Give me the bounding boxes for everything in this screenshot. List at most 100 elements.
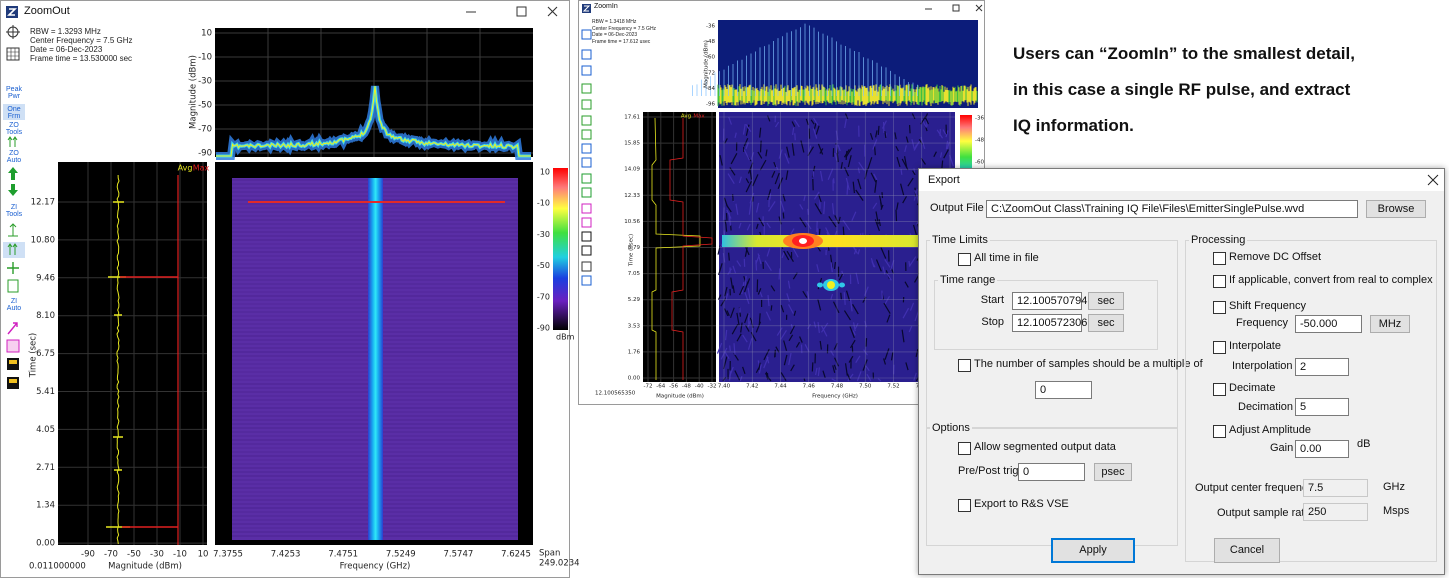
noise-streak xyxy=(728,252,730,261)
close-button[interactable] xyxy=(1427,174,1439,186)
noise-streak xyxy=(828,216,837,228)
tick-label: 7.48 xyxy=(831,384,844,390)
tick-label: 7.44 xyxy=(774,384,787,390)
toolbar-button[interactable]: ZI Tools xyxy=(5,204,23,218)
checkbox[interactable] xyxy=(1213,383,1226,396)
noise-streak xyxy=(901,329,905,343)
toolbar-highlight xyxy=(3,242,25,258)
button[interactable]: Browse xyxy=(1366,200,1426,218)
noise-streak xyxy=(847,373,854,382)
tick-label: 7.5747 xyxy=(444,550,474,560)
noise-streak xyxy=(724,351,730,359)
checkbox[interactable] xyxy=(958,253,971,266)
noise-streak xyxy=(749,192,755,204)
button[interactable]: Apply xyxy=(1051,538,1135,563)
noise-streak xyxy=(827,168,834,180)
crosshair-icon xyxy=(6,25,20,39)
checkbox[interactable] xyxy=(1213,425,1226,438)
text-input[interactable]: 0 xyxy=(1018,463,1085,481)
noise-streak xyxy=(852,304,859,315)
noise-streak xyxy=(849,298,853,312)
noise-streak xyxy=(884,348,890,360)
toolbar-button[interactable]: ZO Auto xyxy=(6,150,22,164)
text-input[interactable]: C:\ZoomOut Class\Training IQ File\Files\… xyxy=(986,200,1358,218)
noise-streak xyxy=(842,226,845,237)
tick-label: 5.29 xyxy=(628,297,641,303)
checkbox[interactable] xyxy=(1213,252,1226,265)
noise-streak xyxy=(767,294,770,307)
checkbox[interactable] xyxy=(958,359,971,372)
noise-streak xyxy=(855,272,860,285)
checkbox[interactable] xyxy=(1213,341,1226,354)
toolbar-button[interactable]: One Frm xyxy=(7,106,21,120)
tick-label: 15.85 xyxy=(624,141,640,147)
noise-streak xyxy=(743,149,751,161)
noise-streak xyxy=(856,371,862,382)
tick-label: 7.4253 xyxy=(271,550,301,560)
noise-streak xyxy=(905,136,909,143)
noise-streak xyxy=(830,262,833,273)
noise-streak xyxy=(925,117,930,125)
button[interactable]: MHz xyxy=(1370,315,1410,333)
text-input[interactable]: 0 xyxy=(1035,381,1092,399)
noise-streak xyxy=(837,144,841,152)
noise-streak xyxy=(799,217,807,228)
noise-streak xyxy=(763,356,769,369)
noise-streak xyxy=(821,322,829,333)
noise-streak xyxy=(726,310,730,317)
button[interactable]: sec xyxy=(1088,292,1124,310)
text-input[interactable]: 5 xyxy=(1295,398,1349,416)
toolbar-button xyxy=(581,129,592,140)
toolbar-button[interactable]: ZI Auto xyxy=(6,298,22,312)
text-input[interactable]: 12.100570794 xyxy=(1012,292,1087,310)
noise-streak xyxy=(813,122,817,130)
noise-streak xyxy=(857,167,861,174)
info-line: Date = 06-Dec-2023 xyxy=(30,45,103,54)
noise-streak xyxy=(881,290,883,299)
button[interactable]: sec xyxy=(1088,314,1124,332)
button[interactable]: psec xyxy=(1094,463,1132,481)
button[interactable]: Cancel xyxy=(1214,538,1280,563)
noise-streak xyxy=(734,132,737,138)
toolbar-button[interactable]: ZO Tools xyxy=(5,122,23,136)
text-input[interactable]: -50.000 xyxy=(1295,315,1362,333)
label: Output center frequency xyxy=(1195,482,1314,494)
checkbox[interactable] xyxy=(1213,301,1226,314)
close-button xyxy=(547,6,558,17)
noise-streak xyxy=(783,340,788,351)
noise-streak xyxy=(883,302,891,314)
text-input[interactable]: 12.100572306 xyxy=(1012,314,1087,332)
noise-streak xyxy=(818,194,822,203)
tick-label: 1.76 xyxy=(628,349,641,355)
noise-streak xyxy=(817,322,820,333)
noise-streak xyxy=(766,248,771,257)
noise-streak xyxy=(745,180,753,193)
app-icon-glyph xyxy=(582,5,591,12)
axis-label: Magnitude (dBm) xyxy=(108,562,182,572)
tick-label: -10 xyxy=(537,199,550,208)
pulse-band xyxy=(722,235,953,247)
text-input[interactable]: 0.00 xyxy=(1295,440,1349,458)
noise-streak xyxy=(799,336,803,343)
label: Start xyxy=(980,294,1004,306)
tick-label: 7.5249 xyxy=(386,550,416,560)
checkbox[interactable] xyxy=(1213,275,1226,288)
info-line: Frame time = 13.530000 sec xyxy=(30,54,133,63)
checkbox-label: Shift Frequency xyxy=(1229,300,1307,312)
tick-label: -90 xyxy=(81,550,95,560)
noise-streak xyxy=(787,280,791,289)
noise-streak xyxy=(942,129,947,135)
tick-label: 7.3755 xyxy=(213,550,243,560)
noise-streak xyxy=(774,121,780,128)
tick-label: -10 xyxy=(173,550,187,560)
toolbar-button[interactable]: Peak Pwr xyxy=(6,86,22,100)
noise-streak xyxy=(717,294,722,300)
noise-streak xyxy=(875,130,878,138)
noise-streak xyxy=(945,130,949,138)
tick-label: -90 xyxy=(198,149,212,159)
checkbox[interactable] xyxy=(958,499,971,512)
text-input[interactable]: 2 xyxy=(1295,358,1349,376)
axis-label: Magnitude (dBm) xyxy=(656,394,704,400)
checkbox[interactable] xyxy=(958,442,971,455)
noise-streak xyxy=(872,139,878,150)
